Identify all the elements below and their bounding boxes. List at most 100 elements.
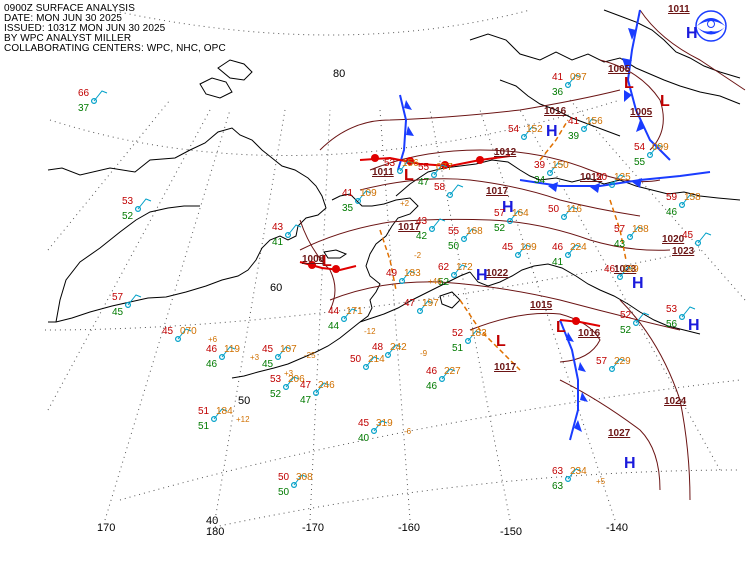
station-pressure: 171 <box>346 306 363 317</box>
cold-front-pip <box>622 58 632 70</box>
station-temperature: 53 <box>122 196 134 207</box>
wind-barb <box>221 346 236 358</box>
wind-barb <box>567 468 582 480</box>
trough-1 <box>459 299 521 371</box>
lon-m130-line <box>519 109 721 471</box>
station-circle <box>313 390 320 397</box>
station-temperature: 59 <box>666 192 678 203</box>
station-circle <box>694 240 701 247</box>
isobar-1012 <box>369 149 661 183</box>
station-temperature: 45 <box>502 242 514 253</box>
isobar-1017 <box>299 218 671 251</box>
wind-barb <box>343 308 358 320</box>
station-plot <box>363 356 380 371</box>
station-temperature: 44 <box>328 306 340 317</box>
cold-front-pip <box>632 178 642 188</box>
station-temperature: 66 <box>78 88 90 99</box>
wind-barb <box>611 358 626 370</box>
station-temperature: 53 <box>270 374 282 385</box>
station-pressure: 097 <box>570 72 587 83</box>
isobar-label: 1012 <box>494 147 517 158</box>
alaska-peninsula <box>359 271 471 323</box>
pressure-tendency: -12 <box>364 327 376 336</box>
station-circle <box>564 476 571 483</box>
low-pressure-center: L <box>496 333 506 350</box>
station-plot <box>135 198 152 213</box>
collaborating-centers: COLLABORATING CENTERS: WPC, NHC, OPC <box>4 43 226 54</box>
station-pressure: 070 <box>180 326 197 337</box>
station-plot <box>616 266 634 281</box>
wind-barb <box>563 206 578 218</box>
wind-barb <box>365 356 380 368</box>
cold-front-pip <box>406 126 414 136</box>
station-plot <box>560 206 578 221</box>
station-circle <box>124 302 131 309</box>
cold-front-pip <box>578 362 586 372</box>
station-temperature: 49 <box>386 268 398 279</box>
isobar-1020 <box>329 281 681 331</box>
station-plot <box>608 358 626 373</box>
station-circle <box>355 198 362 205</box>
station-plot <box>90 90 108 104</box>
station-temperature: 55 <box>448 226 460 237</box>
grid-label-lat50: 50 <box>238 395 250 407</box>
station-circle <box>678 314 685 321</box>
isobar-label: 1011 <box>372 167 394 178</box>
pressure-tendency: +12 <box>236 415 250 424</box>
station-circle <box>632 320 639 327</box>
station-circle <box>429 226 436 233</box>
station-dewpoint: 51 <box>198 421 210 432</box>
wind-barb <box>401 270 416 282</box>
station-circle <box>560 214 567 221</box>
station-temperature: 63 <box>552 466 564 477</box>
station-circle <box>397 168 404 175</box>
station-circle <box>135 206 142 213</box>
station-dewpoint: 52 <box>620 325 632 336</box>
station-plot <box>678 194 696 209</box>
high-pressure-center: H <box>546 123 558 140</box>
station-pressure: 199 <box>622 264 639 275</box>
station-plot <box>514 244 532 259</box>
station-pressure: 119 <box>224 344 240 355</box>
station-plot <box>275 346 292 361</box>
isobar-label: 1016 <box>544 106 567 117</box>
wind-barb <box>681 194 696 206</box>
station-plot <box>417 300 434 315</box>
station-dewpoint: 37 <box>78 103 90 114</box>
station-plot <box>399 270 416 285</box>
grid-label-lon_m160: -160 <box>398 522 420 534</box>
station-circle <box>371 428 378 435</box>
wind-barb <box>213 408 228 420</box>
station-plot <box>461 228 478 243</box>
warm-front-gulf <box>559 319 601 327</box>
wind-barb <box>387 344 402 356</box>
alaska-north-coast <box>395 159 541 197</box>
isobar-label: 1008 <box>302 254 325 265</box>
isobar-label: 1023 <box>614 264 637 275</box>
station-plot <box>371 420 388 435</box>
wind-barb <box>373 420 388 432</box>
cold-front-pip <box>580 392 588 402</box>
arctic-islands-2 <box>499 79 621 137</box>
isobar-label: 1023 <box>672 246 695 257</box>
station-dewpoint: 39 <box>568 131 580 142</box>
wind-barb <box>583 118 598 130</box>
station-circle <box>520 134 527 141</box>
isobar-1005 <box>599 59 664 151</box>
wind-barb <box>453 264 468 276</box>
kodiak-island <box>439 291 461 309</box>
station-temperature: 47 <box>404 298 416 309</box>
station-temperature: 39 <box>534 160 546 171</box>
station-circle <box>175 336 182 343</box>
pressure-tendency: +3 <box>250 353 260 362</box>
wind-barb <box>449 184 464 196</box>
warm-front-bump <box>572 317 580 325</box>
station-plot <box>632 312 650 327</box>
station-dewpoint: 47 <box>300 395 312 406</box>
station-temperature: 46 <box>426 366 438 377</box>
station-temperature: 57 <box>614 224 626 235</box>
station-pressure: 319 <box>376 418 393 429</box>
station-circle <box>283 384 290 391</box>
wind-barb <box>293 474 308 486</box>
warm-front-bump <box>371 154 379 162</box>
